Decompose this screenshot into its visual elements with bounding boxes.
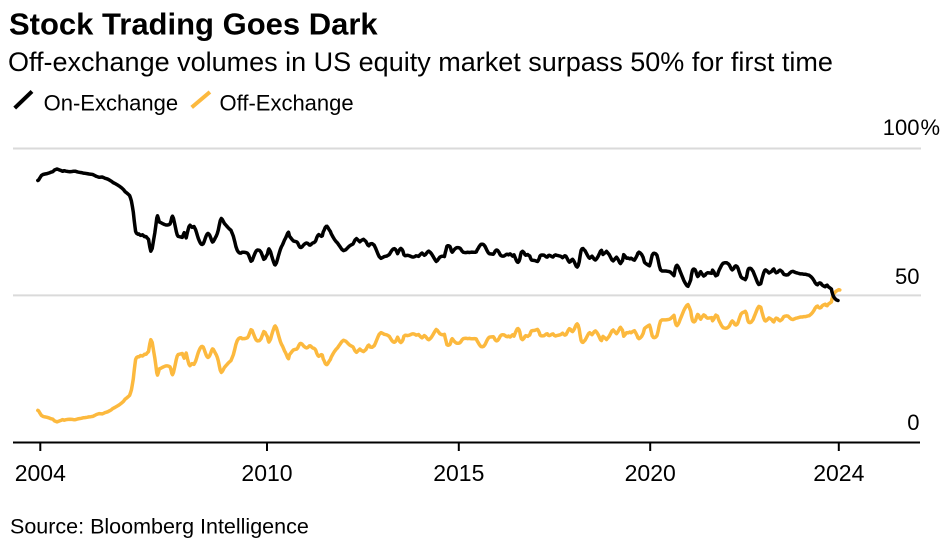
svg-text:Off-Exchange: Off-Exchange [220, 90, 354, 115]
svg-text:2015: 2015 [433, 460, 484, 486]
svg-text:%: % [921, 115, 941, 140]
svg-text:2024: 2024 [813, 460, 864, 486]
svg-text:100: 100 [883, 115, 920, 140]
svg-text:50: 50 [895, 264, 919, 289]
svg-text:On-Exchange: On-Exchange [44, 90, 179, 115]
svg-text:2010: 2010 [241, 460, 292, 486]
svg-text:2020: 2020 [625, 460, 676, 486]
svg-text:Off-exchange volumes in US equ: Off-exchange volumes in US equity market… [8, 47, 833, 77]
svg-text:2004: 2004 [15, 460, 66, 486]
svg-text:Stock Trading Goes Dark: Stock Trading Goes Dark [9, 6, 378, 41]
svg-text:0: 0 [907, 410, 919, 435]
svg-text:Source: Bloomberg Intelligence: Source: Bloomberg Intelligence [10, 515, 309, 539]
